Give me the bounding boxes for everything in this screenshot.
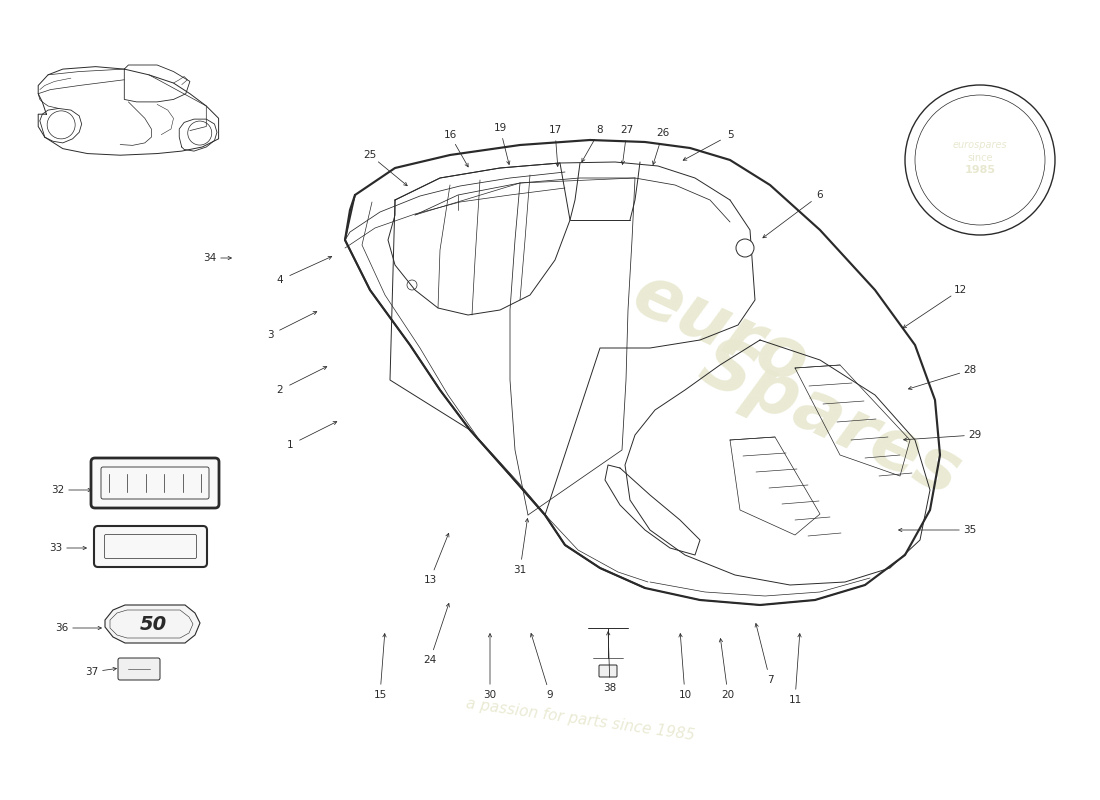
- Text: 3: 3: [266, 330, 273, 340]
- Text: 36: 36: [55, 623, 68, 633]
- Text: 38: 38: [604, 683, 617, 693]
- Text: 1985: 1985: [965, 165, 996, 175]
- Text: 1: 1: [287, 440, 294, 450]
- Circle shape: [736, 239, 754, 257]
- Text: 9: 9: [547, 690, 553, 700]
- Text: 11: 11: [789, 695, 802, 705]
- Text: 17: 17: [549, 125, 562, 135]
- Text: 10: 10: [679, 690, 692, 700]
- Text: 24: 24: [424, 655, 437, 665]
- Text: 28: 28: [964, 365, 977, 375]
- FancyBboxPatch shape: [94, 526, 207, 567]
- Text: 29: 29: [968, 430, 981, 440]
- Text: 6: 6: [816, 190, 823, 200]
- Text: 34: 34: [204, 253, 217, 263]
- Text: 13: 13: [424, 575, 437, 585]
- Text: 50: 50: [140, 615, 166, 634]
- Text: 30: 30: [483, 690, 496, 700]
- Text: 35: 35: [964, 525, 977, 535]
- Text: a passion for parts since 1985: a passion for parts since 1985: [464, 697, 695, 743]
- Text: 4: 4: [277, 275, 284, 285]
- Text: 2: 2: [277, 385, 284, 395]
- FancyBboxPatch shape: [600, 665, 617, 677]
- FancyBboxPatch shape: [91, 458, 219, 508]
- Text: 7: 7: [767, 675, 773, 685]
- Text: 32: 32: [52, 485, 65, 495]
- Text: 37: 37: [86, 667, 99, 677]
- Text: 5: 5: [727, 130, 734, 140]
- Text: 16: 16: [443, 130, 456, 140]
- Text: 26: 26: [657, 128, 670, 138]
- Text: since: since: [967, 153, 992, 163]
- Text: 25: 25: [363, 150, 376, 160]
- Text: 19: 19: [494, 123, 507, 133]
- Text: 15: 15: [373, 690, 386, 700]
- Text: euro: euro: [621, 259, 818, 401]
- Polygon shape: [104, 605, 200, 643]
- Text: 8: 8: [596, 125, 603, 135]
- FancyBboxPatch shape: [118, 658, 160, 680]
- Text: 20: 20: [722, 690, 735, 700]
- Text: 31: 31: [514, 565, 527, 575]
- Text: eurospares: eurospares: [953, 140, 1008, 150]
- Text: 27: 27: [620, 125, 634, 135]
- Text: 12: 12: [954, 285, 967, 295]
- Text: Spares: Spares: [689, 330, 971, 510]
- Text: 33: 33: [50, 543, 63, 553]
